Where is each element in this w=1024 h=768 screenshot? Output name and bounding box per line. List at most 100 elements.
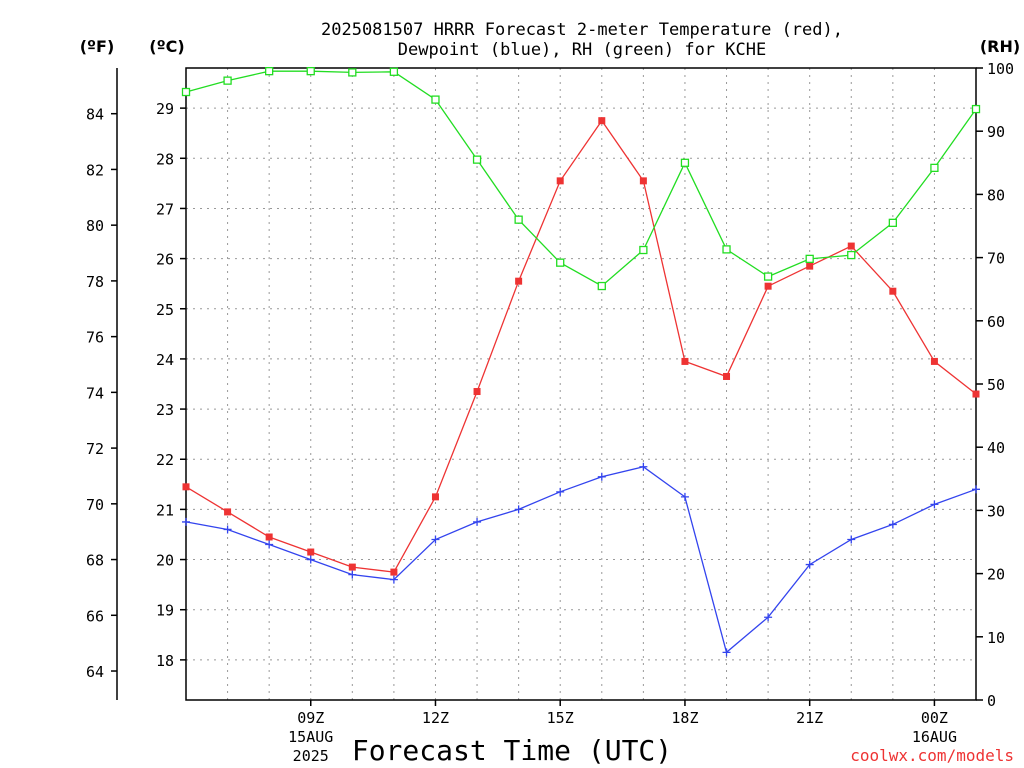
- rh-point: [431, 95, 440, 104]
- fahrenheit-tick-label: 82: [86, 161, 104, 179]
- rh-point: [556, 258, 565, 267]
- rh-point: [389, 67, 399, 76]
- fahrenheit-tick-label: 64: [86, 663, 104, 681]
- series-layer: [181, 67, 981, 657]
- fahrenheit-tick-label: 66: [86, 607, 104, 625]
- celsius-tick-label: 29: [156, 100, 174, 118]
- celsius-tick-label: 19: [156, 602, 174, 620]
- rh-point: [181, 87, 191, 97]
- rh-point: [805, 254, 814, 264]
- rh-tick-label: 30: [987, 502, 1005, 520]
- dewpoint-point: [431, 535, 440, 544]
- dewpoint-point: [265, 540, 274, 549]
- temperature-point: [723, 372, 731, 380]
- fahrenheit-tick-label: 68: [86, 552, 104, 570]
- rh-point: [223, 76, 232, 85]
- dewpoint-point: [805, 560, 814, 569]
- rh-line: [185, 70, 977, 287]
- celsius-tick-label: 18: [156, 652, 174, 670]
- temperature-point: [556, 177, 564, 185]
- temperature-point: [847, 242, 855, 250]
- rh-tick-label: 70: [987, 250, 1005, 268]
- rh-series: [181, 67, 981, 291]
- rh-point: [763, 272, 773, 281]
- temperature-point: [390, 568, 398, 576]
- fahrenheit-tick-label: 70: [86, 496, 104, 514]
- x-axis-label: Forecast Time (UTC): [352, 734, 672, 767]
- chart-title-line2: Dewpoint (blue), RH (green) for KCHE: [398, 40, 766, 60]
- fahrenheit-ticks: 64 66 68 70 72 74 76 78 80 82 84: [86, 106, 117, 681]
- grid-lines: [186, 68, 976, 700]
- dewpoint-point: [514, 505, 523, 514]
- dewpoint-point: [888, 520, 897, 529]
- temperature-point: [307, 548, 315, 556]
- dewpoint-point: [223, 525, 232, 534]
- celsius-tick-label: 28: [156, 150, 174, 168]
- temperature-point: [889, 287, 897, 295]
- dewpoint-point: [306, 555, 315, 564]
- temperature-point: [348, 563, 356, 571]
- temperature-point: [265, 533, 273, 541]
- fahrenheit-tick-label: 78: [86, 273, 104, 291]
- celsius-tick-label: 23: [156, 401, 174, 419]
- temperature-line: [185, 119, 977, 573]
- x-tick-date: 16AUG: [912, 728, 957, 746]
- temperature-point: [639, 177, 647, 185]
- temperature-point: [182, 483, 190, 491]
- rh-point: [847, 250, 856, 260]
- dewpoint-point: [639, 462, 648, 471]
- fahrenheit-tick-label: 80: [86, 217, 104, 235]
- celsius-axis-label: (ºC): [149, 37, 184, 56]
- fahrenheit-tick-label: 74: [86, 384, 104, 402]
- dewpoint-point: [389, 575, 398, 584]
- rh-tick-label: 90: [987, 123, 1005, 141]
- rh-tick-label: 100: [987, 60, 1014, 78]
- rh-axis-label: (RH): [980, 37, 1020, 56]
- rh-point: [597, 281, 606, 291]
- rh-tick-label: 20: [987, 566, 1005, 584]
- temperature-point: [473, 388, 481, 396]
- temperature-point: [224, 508, 232, 516]
- rh-tick-label: 0: [987, 692, 996, 710]
- dewpoint-point: [847, 535, 856, 544]
- temperature-point: [930, 357, 938, 365]
- dewpoint-point: [182, 517, 190, 526]
- rh-point: [265, 67, 274, 76]
- dewpoint-point: [972, 485, 980, 494]
- rh-tick-label: 60: [987, 313, 1005, 331]
- rh-point: [306, 67, 315, 76]
- rh-ticks: 0 10 20 30 40 50 60 70 80 90 100: [976, 60, 1014, 710]
- fahrenheit-tick-label: 84: [86, 106, 104, 124]
- chart-title-line1: 2025081507 HRRR Forecast 2-meter Tempera…: [321, 20, 843, 40]
- dewpoint-line: [185, 466, 977, 654]
- celsius-tick-label: 27: [156, 200, 174, 218]
- temperature-point: [598, 117, 606, 125]
- celsius-ticks: 18 19 20 21 22 23 24 25 26 27 28 29: [156, 100, 186, 670]
- rh-tick-label: 40: [987, 439, 1005, 457]
- temperature-point: [972, 390, 980, 398]
- temperature-point: [431, 493, 439, 501]
- fahrenheit-tick-label: 76: [86, 329, 104, 347]
- x-tick-label: 09Z: [297, 709, 324, 727]
- dewpoint-point: [473, 517, 482, 526]
- rh-point: [888, 218, 897, 227]
- x-tick-label: 00Z: [921, 709, 948, 727]
- x-tick-label: 21Z: [796, 709, 823, 727]
- temperature-series: [182, 117, 980, 576]
- celsius-tick-label: 25: [156, 301, 174, 319]
- x-tick-label: 12Z: [422, 709, 449, 727]
- x-tick-date: 15AUG: [288, 728, 333, 746]
- dewpoint-point: [348, 570, 357, 579]
- temperature-point: [764, 282, 772, 290]
- temperature-point: [681, 357, 689, 365]
- rh-tick-label: 80: [987, 186, 1005, 204]
- credit-link[interactable]: coolwx.com/models: [850, 746, 1014, 765]
- celsius-tick-label: 26: [156, 251, 174, 269]
- dewpoint-point: [930, 500, 939, 509]
- dewpoint-point: [764, 613, 773, 622]
- rh-point: [971, 104, 981, 114]
- celsius-tick-label: 24: [156, 351, 174, 369]
